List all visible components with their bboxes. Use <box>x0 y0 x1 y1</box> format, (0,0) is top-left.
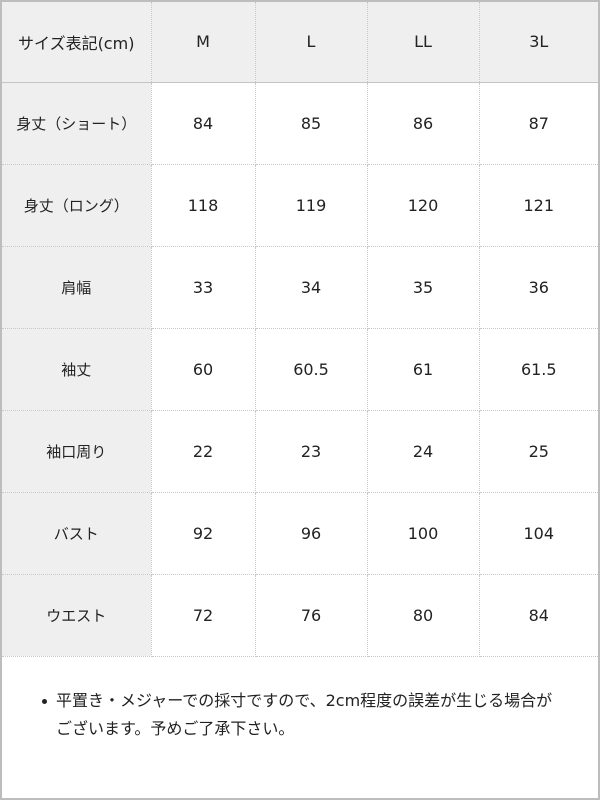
measurement-cell: 87 <box>479 82 598 165</box>
measurement-cell: 61.5 <box>479 328 598 411</box>
measurement-cell: 25 <box>479 410 598 493</box>
measurement-cell: 60 <box>151 328 256 411</box>
measurement-cell: 84 <box>479 574 598 657</box>
measurement-cell: 60.5 <box>255 328 368 411</box>
measurement-cell: 22 <box>151 410 256 493</box>
row-label: 袖口周り <box>2 410 152 493</box>
header-size-ll: LL <box>367 2 480 83</box>
row-label: 身丈（ロング） <box>2 164 152 247</box>
header-size-label: サイズ表記(cm) <box>2 2 152 83</box>
header-size-l: L <box>255 2 368 83</box>
measurement-cell: 24 <box>367 410 480 493</box>
table-row: 身丈（ショート） 84 85 86 87 <box>2 82 598 165</box>
table-row: ウエスト 72 76 80 84 <box>2 574 598 657</box>
measurement-cell: 80 <box>367 574 480 657</box>
measurement-cell: 23 <box>255 410 368 493</box>
table-row: 肩幅 33 34 35 36 <box>2 246 598 329</box>
measurement-cell: 121 <box>479 164 598 247</box>
measurement-cell: 120 <box>367 164 480 247</box>
measurement-cell: 86 <box>367 82 480 165</box>
table-row: 袖丈 60 60.5 61 61.5 <box>2 328 598 411</box>
measurement-cell: 33 <box>151 246 256 329</box>
row-label: ウエスト <box>2 574 152 657</box>
header-row: サイズ表記(cm) M L LL 3L <box>2 2 598 83</box>
note-item: 平置き・メジャーでの採寸ですので、2cm程度の誤差が生じる場合がございます。予め… <box>40 687 560 743</box>
measurement-cell: 85 <box>255 82 368 165</box>
measurement-cell: 34 <box>255 246 368 329</box>
measurement-cell: 118 <box>151 164 256 247</box>
table-row: 袖口周り 22 23 24 25 <box>2 410 598 493</box>
header-size-3l: 3L <box>479 2 598 83</box>
row-label: 身丈（ショート） <box>2 82 152 165</box>
row-label: バスト <box>2 492 152 575</box>
measurement-cell: 61 <box>367 328 480 411</box>
table-row: バスト 92 96 100 104 <box>2 492 598 575</box>
row-label: 肩幅 <box>2 246 152 329</box>
measurement-cell: 72 <box>151 574 256 657</box>
measurement-cell: 76 <box>255 574 368 657</box>
table-row: 身丈（ロング） 118 119 120 121 <box>2 164 598 247</box>
measurement-cell: 35 <box>367 246 480 329</box>
row-label: 袖丈 <box>2 328 152 411</box>
measurement-cell: 104 <box>479 492 598 575</box>
size-table: サイズ表記(cm) M L LL 3L 身丈（ショート） 84 85 86 87 身丈（ロ… <box>2 2 598 657</box>
measurement-cell: 119 <box>255 164 368 247</box>
measurement-cell: 100 <box>367 492 480 575</box>
note-list: 平置き・メジャーでの採寸ですので、2cm程度の誤差が生じる場合がございます。予め… <box>2 657 598 743</box>
measurement-cell: 96 <box>255 492 368 575</box>
measurement-cell: 36 <box>479 246 598 329</box>
measurement-cell: 92 <box>151 492 256 575</box>
measurement-cell: 84 <box>151 82 256 165</box>
header-size-m: M <box>151 2 256 83</box>
